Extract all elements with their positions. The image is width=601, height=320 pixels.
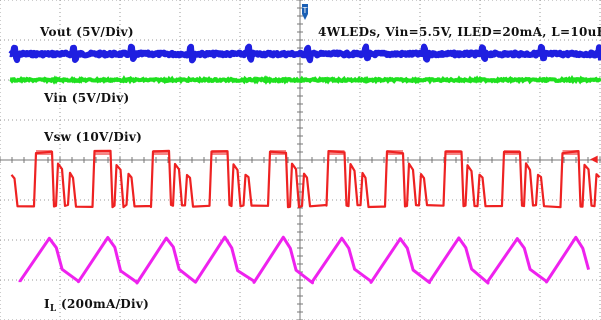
test-conditions-annotation: 4WLEDs, Vin=5.5V, ILED=20mA, L=10uH bbox=[318, 25, 601, 39]
il-channel-label: IL (200mA/Div) bbox=[44, 297, 150, 314]
il-trace bbox=[18, 235, 591, 285]
vsw-plateau-band bbox=[153, 150, 169, 155]
vsw-plateau-band bbox=[94, 150, 111, 155]
vsw-plateau-band bbox=[504, 150, 520, 155]
vsw-plateau-band bbox=[211, 150, 228, 155]
vsw-plateau-band bbox=[270, 150, 286, 155]
waveform-traces bbox=[8, 43, 601, 285]
il-label-main: I bbox=[44, 297, 50, 311]
vsw-plateau-band bbox=[445, 150, 462, 155]
channel-reference-arrow: ◀ bbox=[590, 154, 598, 165]
vin-trace bbox=[9, 75, 601, 85]
vin-channel-label: Vin (5V/Div) bbox=[44, 91, 130, 105]
vsw-plateau-band bbox=[562, 150, 579, 155]
il-label-subscript: L bbox=[49, 304, 57, 314]
vsw-plateau-band bbox=[328, 150, 345, 155]
vout-trace bbox=[8, 43, 601, 64]
il-label-scale: (200mA/Div) bbox=[56, 297, 150, 311]
vsw-plateau-band bbox=[387, 150, 403, 155]
trigger-position-marker bbox=[302, 4, 308, 20]
trigger-marker-letter: T bbox=[302, 6, 308, 15]
vsw-channel-label: Vsw (10V/Div) bbox=[44, 130, 143, 144]
vsw-trace bbox=[10, 149, 601, 209]
vout-channel-label: Vout (5V/Div) bbox=[40, 25, 134, 39]
vsw-plateau-band bbox=[36, 150, 52, 155]
scope-markers: T ◀ bbox=[302, 4, 598, 165]
